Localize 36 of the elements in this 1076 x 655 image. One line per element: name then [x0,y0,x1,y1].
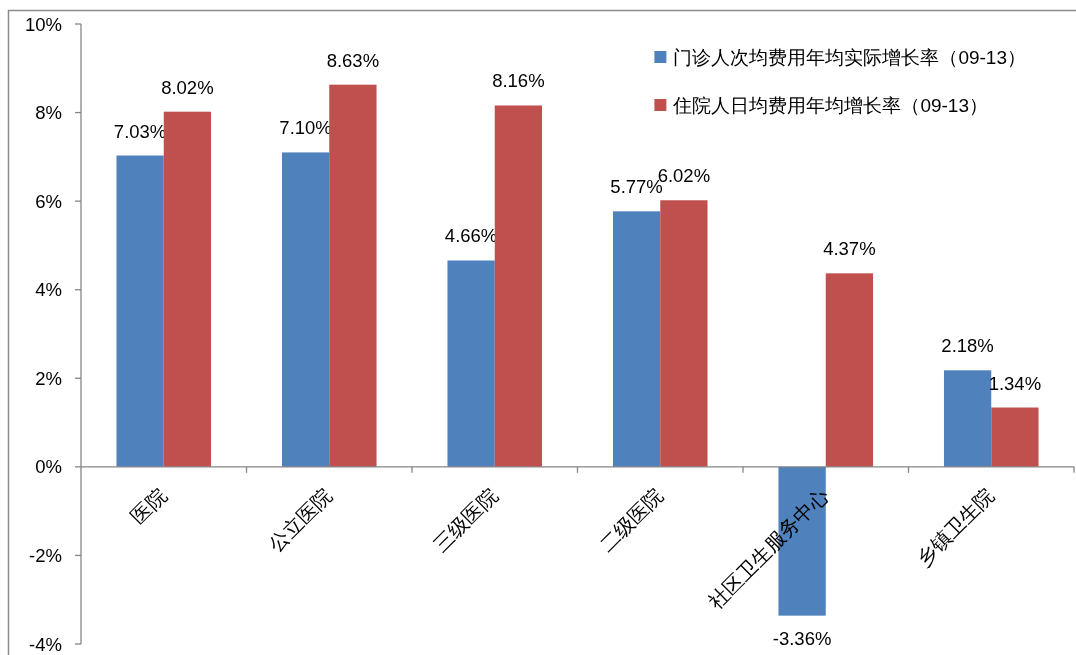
y-tick-label: 8% [35,102,62,124]
data-label: 8.63% [326,49,380,71]
bar [660,200,708,467]
data-label: 2.18% [941,335,994,357]
y-tick-label: 10% [24,13,62,35]
legend-label: 门诊人次均费用年均实际增长率（09-13） [673,47,1026,68]
data-label: 4.66% [444,225,498,247]
x-tick-label: 乡镇卫生院 [911,483,999,572]
data-label: 8.02% [161,76,214,98]
bar [447,260,495,467]
x-tick-label: 二级医院 [594,483,668,557]
bar [943,370,992,467]
bar [281,152,330,467]
y-tick-label: 6% [35,190,62,212]
y-tick-label: 4% [35,279,62,301]
bar [825,273,874,467]
bar [494,105,543,467]
x-tick-label: 三级医院 [428,483,503,557]
y-tick-label: -4% [29,633,62,655]
data-label: -3.36% [772,627,832,649]
y-tick-label: -2% [29,544,62,566]
x-tick-label: 医院 [126,483,172,529]
x-tick-label: 公立医院 [263,483,337,557]
y-tick-label: 0% [35,456,62,478]
bar [991,407,1039,467]
bar [116,155,164,467]
bar [329,84,377,467]
x-tick-label: 社区卫生服务中心 [703,483,834,614]
data-label: 7.10% [279,117,332,139]
bar [612,211,661,467]
y-tick-label: 2% [35,367,62,389]
data-label: 4.37% [823,238,876,260]
data-label: 8.16% [492,70,545,92]
bar [163,111,212,467]
data-label: 7.03% [113,120,167,142]
legend-label: 住院人日均费用年均增长率（09-13） [672,95,988,116]
